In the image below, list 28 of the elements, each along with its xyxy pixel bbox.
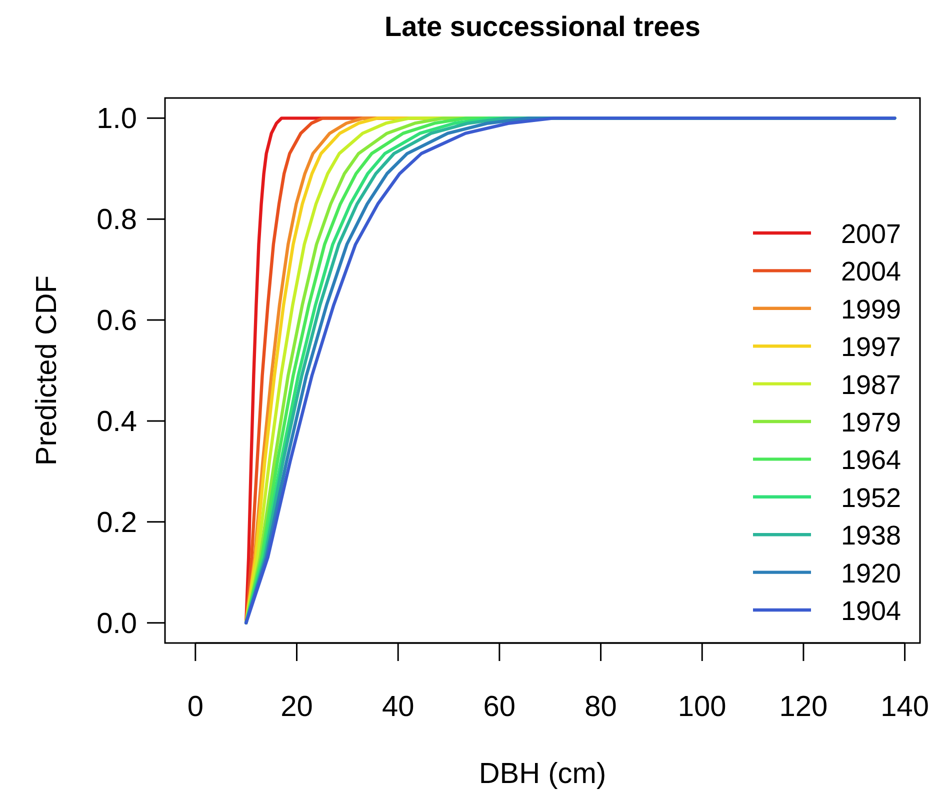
legend-label: 1964 <box>841 445 902 476</box>
x-tick-label: 40 <box>382 691 414 723</box>
y-tick-label: 0.4 <box>96 406 137 438</box>
legend-label: 1979 <box>841 408 902 438</box>
y-tick-label: 0.2 <box>96 506 137 539</box>
legend-label: 1938 <box>841 520 902 551</box>
legend-label: 1987 <box>841 370 902 400</box>
y-tick-label: 1.0 <box>96 103 137 136</box>
legend-label: 1952 <box>841 482 902 513</box>
legend-label: 1920 <box>841 558 902 588</box>
x-tick-label: 120 <box>779 691 828 723</box>
x-tick-label: 60 <box>483 691 516 723</box>
x-tick-label: 0 <box>187 691 204 723</box>
legend-label: 1999 <box>841 294 902 324</box>
x-tick-label: 20 <box>280 691 313 723</box>
legend-label: 2004 <box>841 256 902 287</box>
legend-label: 1904 <box>841 596 902 626</box>
x-tick-label: 140 <box>880 691 929 723</box>
legend-label: 1997 <box>841 332 902 362</box>
y-tick-label: 0.6 <box>96 305 137 338</box>
y-tick-label: 0.8 <box>96 204 137 236</box>
x-tick-label: 80 <box>584 691 617 723</box>
x-axis-title: DBH (cm) <box>478 758 606 790</box>
x-tick-label: 100 <box>678 691 726 723</box>
y-tick-label: 0.0 <box>96 608 137 640</box>
y-axis-title: Predicted CDF <box>31 275 63 466</box>
chart-title: Late successional trees <box>384 11 700 42</box>
legend-label: 2007 <box>841 219 902 249</box>
